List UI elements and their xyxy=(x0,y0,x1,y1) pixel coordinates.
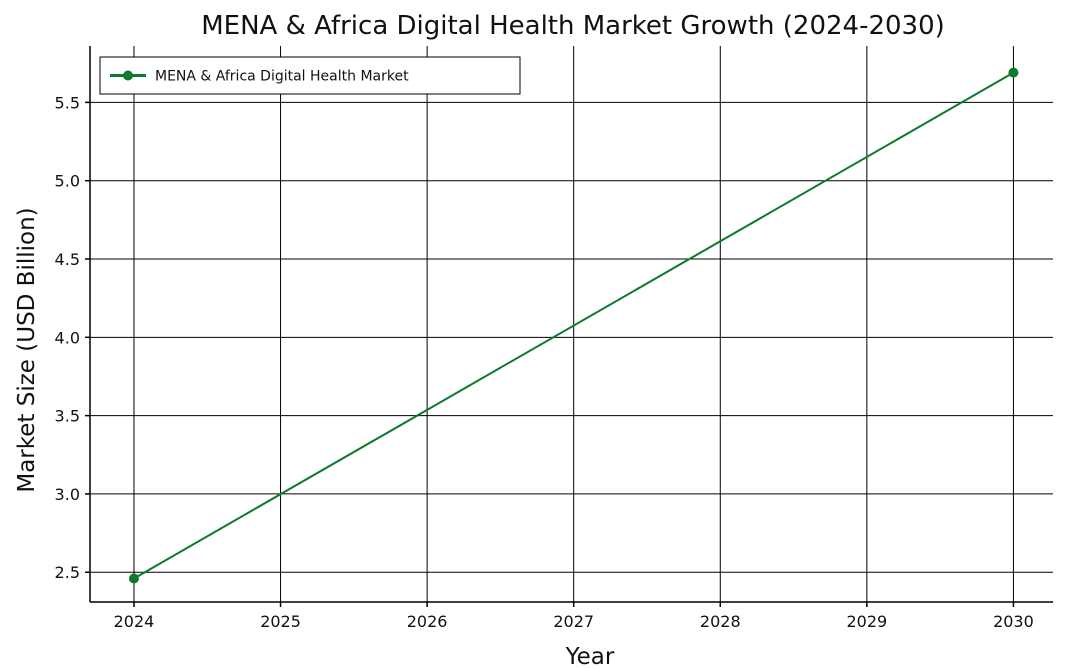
grid-layer xyxy=(90,46,1053,602)
y-tick-label: 5.5 xyxy=(55,93,80,112)
legend-swatch-marker xyxy=(123,70,133,81)
y-tick-label: 2.5 xyxy=(55,563,80,582)
y-axis-label: Market Size (USD Billion) xyxy=(14,207,40,492)
y-tick-label: 3.0 xyxy=(55,485,80,504)
x-tick-label: 2025 xyxy=(260,612,301,631)
legend-box xyxy=(99,56,521,95)
x-tick-label: 2030 xyxy=(993,612,1034,631)
legend: MENA & Africa Digital Health Market xyxy=(99,56,521,95)
x-axis-label: Year xyxy=(565,644,615,669)
y-tick-label: 4.5 xyxy=(55,250,80,269)
x-tick-label: 2026 xyxy=(407,612,448,631)
data-point-2030 xyxy=(1008,67,1019,78)
legend-label: MENA & Africa Digital Health Market xyxy=(155,69,409,85)
y-tick-label: 5.0 xyxy=(55,172,80,191)
series-line xyxy=(133,71,1014,580)
data-point-2024 xyxy=(128,573,139,584)
x-tick-label: 2028 xyxy=(700,612,741,631)
y-tick-label: 4.0 xyxy=(55,328,80,347)
series-layer xyxy=(128,67,1019,584)
chart-title: MENA & Africa Digital Health Market Grow… xyxy=(201,11,945,41)
axis-layer: 2024 2025 2026 2027 2028 2029 2030 2.5 3.0 3.5 4.0… xyxy=(55,46,1053,631)
x-tick-label: 2024 xyxy=(114,612,155,631)
x-tick-label: 2029 xyxy=(846,612,887,631)
y-tick-label: 3.5 xyxy=(55,407,80,426)
x-tick-label: 2027 xyxy=(553,612,594,631)
